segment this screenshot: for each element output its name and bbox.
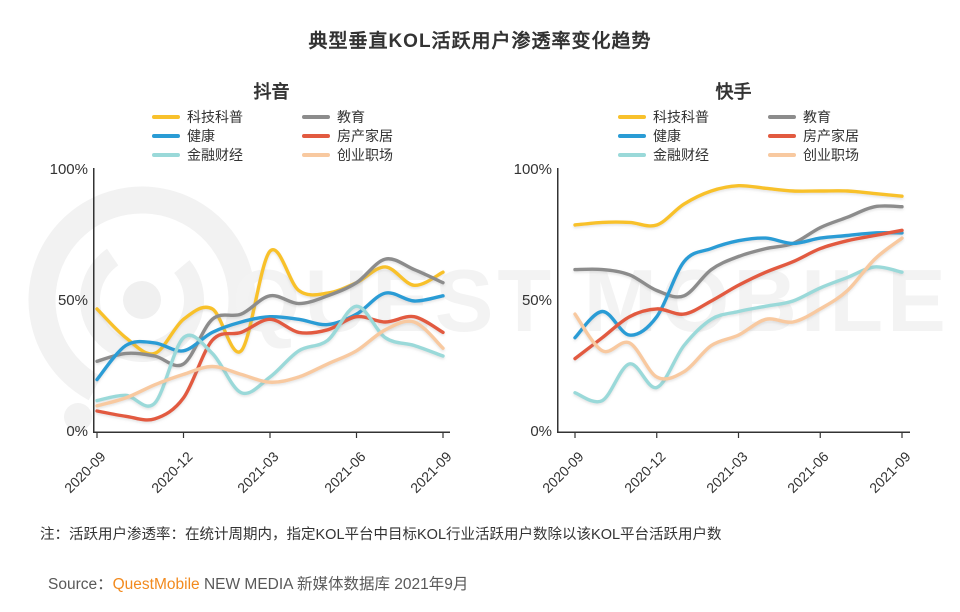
legend-swatch [152,134,180,138]
plot-svg [557,168,910,438]
series-line-finance [573,265,904,404]
legend-label: 科技科普 [653,109,709,125]
legend-douyin: 科技科普 教育健康 房产家居金融财经 创业职场 [152,108,393,164]
legend-label: 科技科普 [187,109,243,125]
legend-swatch [618,153,646,157]
legend-item: 科技科普 [618,108,768,126]
series-line-health [95,291,445,382]
series-line-tech [95,247,445,356]
legend-label: 健康 [187,128,215,144]
legend-item: 科技科普 [152,108,302,126]
series-line-tech [573,183,904,228]
legend-label: 创业职场 [337,147,393,163]
legend-label: 教育 [337,109,365,125]
legend-item: 教育 [768,108,859,126]
y-axis-label: 50% [521,292,552,309]
legend-label: 房产家居 [337,128,393,144]
legend-swatch [302,134,330,138]
legend-swatch [152,153,180,157]
legend-item: 健康 [618,127,768,145]
series-line-finance [95,304,445,408]
series-line-career [95,319,445,408]
legend-label: 创业职场 [803,147,859,163]
legend-swatch [768,115,796,119]
legend-label: 健康 [653,128,681,144]
legend-item: 金融财经 [152,146,302,164]
legend-item: 创业职场 [768,146,859,164]
y-axis-label: 100% [49,161,88,178]
page-title: 典型垂直KOL活跃用户渗透率变化趋势 [308,31,652,52]
series-line-education [95,257,445,368]
legend-swatch [768,153,796,157]
x-axis-label: 2020-12 [620,448,669,496]
legend-item: 创业职场 [302,146,393,164]
y-axis-label: 100% [513,161,552,178]
legend-item: 健康 [152,127,302,145]
legend-swatch [302,115,330,119]
legend-swatch [768,134,796,138]
series-line-career [573,236,904,381]
brand-name: QuestMobile [112,576,200,593]
legend-label: 房产家居 [803,128,859,144]
legend-kuaishou: 科技科普 教育健康 房产家居金融财经 创业职场 [618,108,859,164]
source-suffix: NEW MEDIA 新媒体数据库 2021年9月 [199,576,469,593]
source-prefix: Source： [48,576,113,593]
x-axis-label: 2021-06 [784,448,832,496]
legend-swatch [302,153,330,157]
legend-label: 教育 [803,109,831,125]
series-line-health [573,230,904,340]
legend-swatch [152,115,180,119]
series-line-realestate [573,228,904,361]
series-line-realestate [95,314,445,422]
chart-subtitle-kuaishou: 快手 [715,82,752,102]
legend-item: 教育 [302,108,393,126]
series-line-education [573,204,904,299]
x-axis-label: 2021-09 [866,448,914,496]
x-axis-label: 2020-09 [539,448,587,496]
legend-item: 房产家居 [302,127,393,145]
plot-area-kuaishou [557,168,910,444]
y-axis-label: 0% [530,423,552,440]
questmobile-logo-watermark-icon [28,186,256,431]
source-line: Source：QuestMobile NEW MEDIA 新媒体数据库 2021… [48,572,468,594]
footnote: 注：活跃用户渗透率：在统计周期内，指定KOL平台中目标KOL行业活跃用户数除以该… [40,527,722,543]
y-axis-label: 50% [57,292,88,309]
legend-item: 金融财经 [618,146,768,164]
y-axis-label: 0% [66,423,88,440]
legend-label: 金融财经 [187,147,243,163]
legend-label: 金融财经 [653,147,709,163]
plot-svg [93,168,450,438]
x-axis-label: 2021-09 [407,448,455,496]
chart-subtitle-douyin: 抖音 [253,82,290,102]
x-axis-label: 2021-06 [320,448,369,496]
legend-swatch [618,134,646,138]
x-axis-label: 2021-03 [702,448,751,496]
legend-swatch [618,115,646,119]
plot-area-douyin [93,168,450,444]
legend-item: 房产家居 [768,127,859,145]
